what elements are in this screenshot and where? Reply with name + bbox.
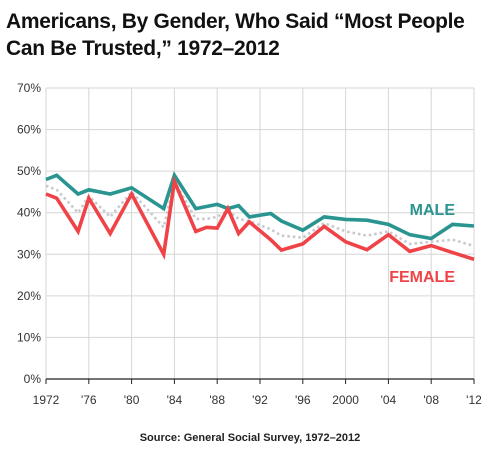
y-tick-label: 10% bbox=[17, 330, 41, 344]
chart-title-line-1: Americans, By Gender, Who Said “Most Peo… bbox=[6, 10, 465, 33]
series-line-male bbox=[45, 171, 475, 241]
y-tick-label: 20% bbox=[17, 289, 41, 303]
y-tick-label: 30% bbox=[17, 247, 41, 261]
y-tick-label: 70% bbox=[17, 81, 41, 95]
x-tick-label: '84 bbox=[167, 393, 183, 407]
x-tick-label: '92 bbox=[252, 393, 268, 407]
y-tick-label: 50% bbox=[17, 164, 41, 178]
line-chart: 0% 10% 20% 30% 40% 50% 60% 70% 1972 '76 '80 '84 '88 '… bbox=[17, 81, 482, 407]
gridlines bbox=[45, 87, 475, 379]
chart-title-line-2: Can Be Trusted,” 1972–2012 bbox=[6, 37, 280, 60]
x-tick-label: '96 bbox=[295, 393, 311, 407]
source-note: Source: General Social Survey, 1972–2012 bbox=[139, 432, 361, 444]
x-tick-label: 2000 bbox=[332, 393, 359, 407]
series-label-female: FEMALE bbox=[389, 269, 455, 286]
series-label-male: MALE bbox=[410, 202, 456, 219]
x-tick-label: '04 bbox=[381, 393, 397, 407]
series-labels: MALE FEMALE bbox=[389, 202, 455, 286]
y-tick-label: 60% bbox=[17, 123, 41, 137]
axes: 0% 10% 20% 30% 40% 50% 60% 70% 1972 '76 '80 '84 '88 '… bbox=[17, 81, 482, 407]
x-tick-label: 1972 bbox=[33, 393, 60, 407]
x-tick-label: '76 bbox=[81, 393, 97, 407]
x-tick-label: '08 bbox=[423, 393, 439, 407]
x-tick-label: '80 bbox=[124, 393, 140, 407]
chart-title: Americans, By Gender, Who Said “Most Peo… bbox=[6, 8, 486, 62]
y-tick-label: 0% bbox=[24, 372, 42, 386]
series-lines bbox=[45, 171, 475, 262]
x-tick-label: '12 bbox=[466, 393, 482, 407]
y-tick-label: 40% bbox=[17, 206, 41, 220]
series-line-female bbox=[45, 174, 475, 262]
x-tick-label: '88 bbox=[209, 393, 225, 407]
